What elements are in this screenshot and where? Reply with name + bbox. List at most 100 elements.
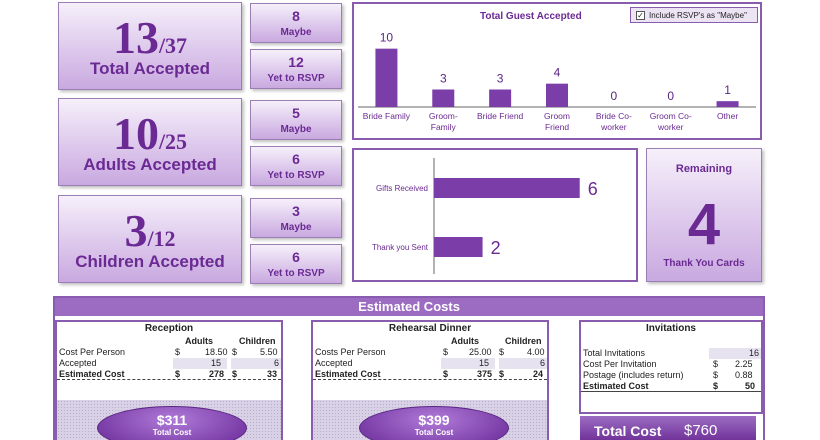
children-maybe-label: Maybe	[280, 222, 312, 233]
category-label: worker	[600, 122, 627, 132]
remaining-tile: Remaining 4 Thank You Cards	[646, 148, 762, 282]
estimated-costs-title: Estimated Costs	[55, 298, 763, 316]
remaining-count: 4	[687, 192, 721, 257]
data-label: 0	[611, 89, 618, 103]
row-label: Total Invitations	[583, 348, 646, 358]
category-label: Thank you Sent	[372, 243, 429, 252]
adults-value: 18.50	[205, 347, 228, 357]
children-accepted-label: Children Accepted	[75, 252, 225, 271]
data-label: 3	[497, 72, 504, 86]
reception-column-headers: Adults Children	[57, 336, 281, 347]
grand-total-bar: Total Cost $760	[580, 416, 756, 440]
rehearsal-total-label: Total Cost	[414, 428, 454, 437]
invitation-value: 2.25	[735, 359, 753, 369]
currency-symbol: $	[443, 369, 449, 379]
category-label: Family	[431, 122, 457, 132]
adults-maybe-label: Maybe	[280, 124, 312, 135]
remaining-label: Thank You Cards	[663, 258, 745, 269]
total-accepted-count: 13/37	[112, 12, 188, 63]
reception-row-cost-per-person: Cost Per Person $ 18.50 $ 5.50	[57, 347, 281, 358]
remaining-title: Remaining	[675, 163, 733, 175]
invitations-section: Invitations Total Invitations 16 Cost Pe…	[579, 320, 763, 414]
rehearsal-row-accepted: Accepted 15 6	[313, 358, 547, 369]
invitation-value: 0.88	[735, 370, 753, 380]
children-yet-to-rsvp-label: Yet to RSVP	[267, 268, 325, 279]
currency-symbol: $	[713, 359, 719, 369]
include-maybe-toggle[interactable]: ✓ Include RSVP's as "Maybe"	[630, 7, 758, 23]
total-maybe-label: Maybe	[280, 27, 312, 38]
include-maybe-checkbox[interactable]: ✓	[636, 10, 645, 20]
row-label: Estimated Cost	[583, 381, 649, 391]
rehearsal-children-header: Children	[505, 336, 542, 346]
currency-symbol: $	[713, 370, 719, 380]
adults-value: 15	[441, 358, 495, 369]
row-label: Cost Per Invitation	[583, 359, 657, 369]
adults-value: 278	[209, 369, 225, 379]
invitations-row-postage: Postage (includes return) $ 0.88	[581, 370, 761, 381]
rehearsal-row-estimated-cost: Estimated Cost $ 375 $ 24	[313, 369, 547, 380]
grand-total-amount: $760	[684, 422, 718, 439]
children-accepted-tile: 3/12 Children Accepted	[58, 195, 242, 283]
guest-chart-title: Total Guest Accepted	[480, 11, 582, 22]
data-label: 6	[588, 179, 598, 199]
invitation-value: 16	[709, 348, 761, 359]
rehearsal-total-area: $399 Total Cost	[313, 400, 547, 440]
adults-yet-to-rsvp-label: Yet to RSVP	[267, 170, 325, 181]
bar	[716, 101, 739, 107]
bar	[489, 89, 512, 107]
category-label: Groom-	[429, 111, 458, 121]
data-label: 2	[491, 238, 501, 258]
bar	[432, 89, 455, 107]
total-maybe-tile: 8 Maybe	[250, 3, 342, 43]
data-label: 0	[667, 89, 674, 103]
adults-yet-to-rsvp-tile: 6 Yet to RSVP	[250, 146, 342, 186]
children-accepted-count: 3/12	[124, 205, 176, 256]
invitations-row-total: Total Invitations 16	[581, 348, 761, 359]
category-label: Bride Friend	[477, 111, 524, 121]
rehearsal-total-button[interactable]: $399 Total Cost	[359, 406, 509, 440]
bar	[375, 48, 398, 107]
rehearsal-column-headers: Adults Children	[313, 336, 547, 347]
reception-total-label: Total Cost	[152, 428, 192, 437]
adults-value: 15	[173, 358, 227, 369]
adults-accepted-tile: 10/25 Adults Accepted	[58, 98, 242, 186]
invitation-value: 50	[745, 381, 756, 391]
row-label: Postage (includes return)	[583, 370, 684, 380]
invitations-row-cost-per: Cost Per Invitation $ 2.25	[581, 359, 761, 370]
reception-total-area: $311 Total Cost	[57, 400, 281, 440]
row-label: Estimated Cost	[59, 369, 125, 379]
children-value: 33	[267, 369, 278, 379]
total-yet-to-rsvp-tile: 12 Yet to RSVP	[250, 49, 342, 89]
bar	[434, 178, 580, 198]
children-value: 4.00	[527, 347, 545, 357]
children-value: 6	[499, 358, 547, 369]
row-label: Estimated Cost	[315, 369, 381, 379]
total-yet-to-rsvp-label: Yet to RSVP	[267, 73, 325, 84]
include-maybe-label: Include RSVP's as "Maybe"	[649, 10, 747, 20]
category-label: Bride Co-	[596, 111, 632, 121]
reception-total-amount: $311	[156, 412, 188, 428]
children-maybe-count: 3	[292, 203, 300, 219]
currency-symbol: $	[232, 369, 238, 379]
row-label: Accepted	[315, 358, 353, 368]
category-label: Friend	[545, 122, 569, 132]
children-yet-to-rsvp-tile: 6 Yet to RSVP	[250, 244, 342, 284]
reception-row-estimated-cost: Estimated Cost $ 278 $ 33	[57, 369, 281, 380]
adults-maybe-tile: 5 Maybe	[250, 100, 342, 140]
total-accepted-tile: 13/37 Total Accepted	[58, 2, 242, 90]
gifts-bar-chart: Gifts Received 6 Thank you Sent 2	[372, 158, 598, 274]
category-label: Bride Family	[363, 111, 411, 121]
grand-total-label: Total Cost	[594, 423, 662, 439]
reception-total-button[interactable]: $311 Total Cost	[97, 406, 247, 440]
category-label: worker	[657, 122, 684, 132]
reception-section: Reception Adults Children Cost Per Perso…	[55, 320, 283, 440]
children-value: 6	[231, 358, 281, 369]
rehearsal-adults-header: Adults	[451, 336, 479, 346]
data-label: 10	[380, 31, 394, 45]
currency-symbol: $	[713, 381, 719, 391]
category-label: Groom Co-	[650, 111, 692, 121]
children-maybe-tile: 3 Maybe	[250, 198, 342, 238]
gifts-chart-panel: Gifts Received 6 Thank you Sent 2	[352, 148, 638, 282]
children-value: 24	[533, 369, 544, 379]
